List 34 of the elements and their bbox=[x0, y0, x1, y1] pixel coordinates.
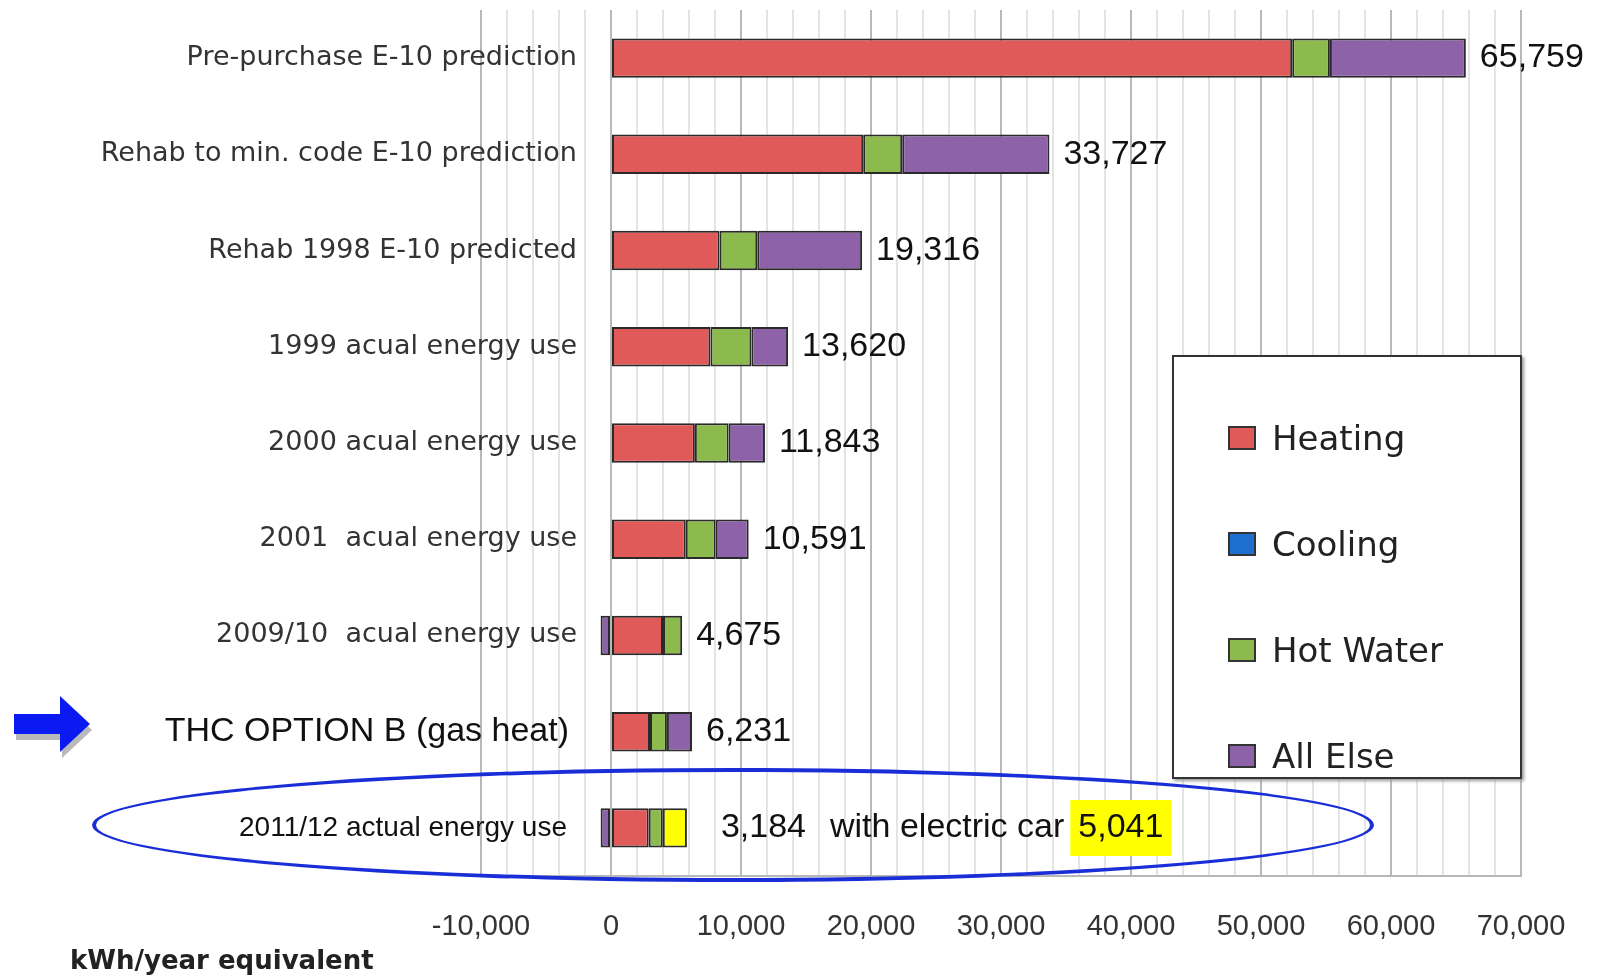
x-tick-label: 20,000 bbox=[826, 909, 916, 942]
x-tick-label: 0 bbox=[602, 909, 620, 942]
x-tick-label: 40,000 bbox=[1086, 909, 1176, 942]
x-tick-label: 30,000 bbox=[956, 909, 1046, 942]
total-label: 10,591 bbox=[762, 517, 867, 556]
y-tick-label: 2011/12 actual energy use bbox=[239, 810, 567, 842]
total-label: 4,675 bbox=[696, 613, 782, 652]
x-axis-title: kWh/year equivalent bbox=[70, 944, 374, 975]
y-tick-label: 1999 acual energy use bbox=[268, 328, 577, 360]
total-label: 13,620 bbox=[802, 325, 907, 364]
y-tick-label: Rehab 1998 E-10 predicted bbox=[208, 232, 577, 264]
annotation: with electric car bbox=[829, 806, 1065, 845]
total-label: 11,843 bbox=[778, 421, 881, 460]
y-tick-label: Rehab to min. code E-10 prediction bbox=[100, 136, 577, 168]
annotation: 3,184 bbox=[720, 806, 807, 845]
x-tick-label: 70,000 bbox=[1476, 909, 1566, 942]
annotation: 5,041 bbox=[1078, 806, 1164, 845]
total-label: 6,231 bbox=[706, 710, 792, 749]
total-label: 65,759 bbox=[1479, 36, 1584, 75]
x-tick-label: 10,000 bbox=[696, 909, 786, 942]
y-tick-label: 2000 acual energy use bbox=[268, 425, 577, 457]
y-tick-label: 2001 acual energy use bbox=[259, 521, 577, 553]
y-tick-label: 2009/10 acual energy use bbox=[216, 617, 577, 649]
y-tick-label: THC OPTION B (gas heat) bbox=[164, 710, 569, 749]
total-label: 19,316 bbox=[876, 228, 981, 267]
x-tick-label: 50,000 bbox=[1216, 909, 1306, 942]
legend-label: Cooling bbox=[1272, 524, 1400, 564]
y-tick-label: Pre-purchase E-10 prediction bbox=[186, 40, 577, 72]
x-tick-label: 60,000 bbox=[1346, 909, 1436, 942]
legend-label: All Else bbox=[1272, 736, 1395, 776]
legend-label: Heating bbox=[1272, 418, 1406, 458]
x-tick-label: -10,000 bbox=[431, 909, 531, 942]
total-label: 33,727 bbox=[1063, 132, 1168, 171]
legend-label: Hot Water bbox=[1272, 630, 1444, 670]
